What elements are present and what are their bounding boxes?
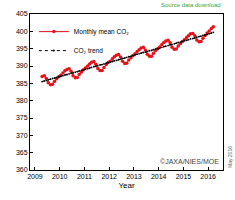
svg-text:370: 370 xyxy=(16,132,28,139)
svg-text:Monthly mean CO₂: Monthly mean CO₂ xyxy=(74,28,129,36)
svg-text:Source data download: Source data download xyxy=(161,2,221,8)
svg-text:365: 365 xyxy=(16,149,28,156)
svg-text:405: 405 xyxy=(16,10,28,17)
svg-text:2010: 2010 xyxy=(52,173,68,180)
svg-text:2015: 2015 xyxy=(176,173,192,180)
svg-text:400: 400 xyxy=(16,28,28,35)
svg-text:2016: 2016 xyxy=(200,173,216,180)
svg-text:©JAXA/NIES/MOE: ©JAXA/NIES/MOE xyxy=(160,158,219,165)
svg-text:Year: Year xyxy=(118,181,135,190)
svg-text:CO₂ trend: CO₂ trend xyxy=(74,47,103,54)
svg-text:2014: 2014 xyxy=(151,173,167,180)
svg-text:375: 375 xyxy=(16,114,28,121)
svg-text:395: 395 xyxy=(16,45,28,52)
svg-text:360: 360 xyxy=(16,166,28,173)
svg-text:385: 385 xyxy=(16,80,28,87)
svg-text:2013: 2013 xyxy=(126,173,142,180)
svg-text:380: 380 xyxy=(16,97,28,104)
svg-text:May 2016: May 2016 xyxy=(227,146,233,168)
svg-text:2009: 2009 xyxy=(27,173,43,180)
svg-text:2011: 2011 xyxy=(77,173,92,180)
svg-text:390: 390 xyxy=(16,62,28,69)
svg-text:2012: 2012 xyxy=(101,173,117,180)
